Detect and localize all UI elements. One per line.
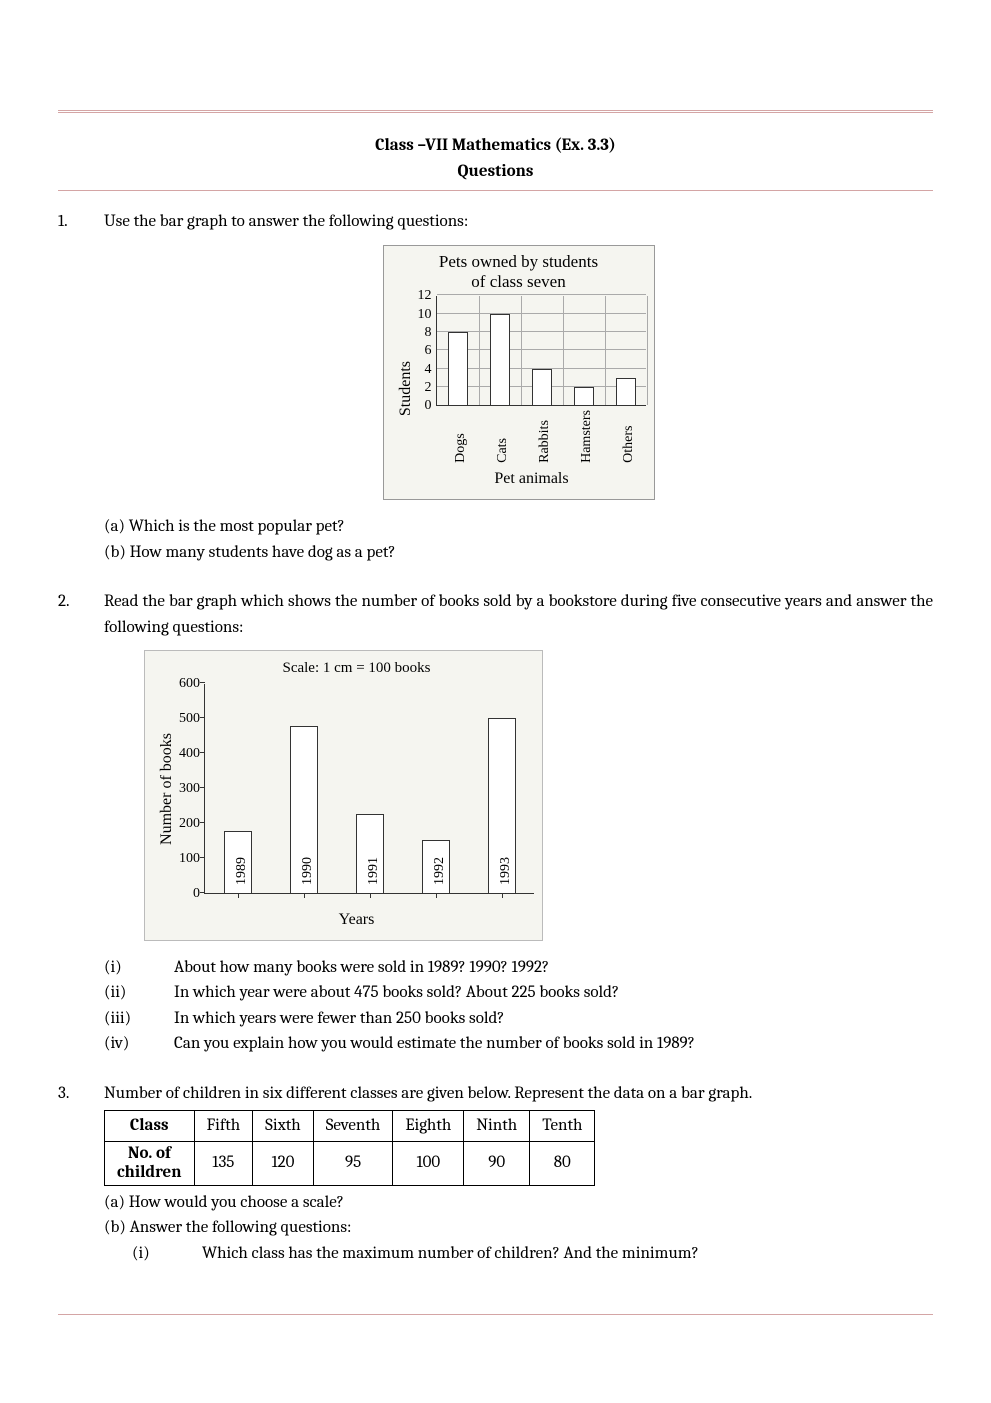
footer-divider [58, 1314, 933, 1315]
q3-col-header: Sixth [253, 1111, 314, 1142]
q2-number: 2. [58, 589, 104, 1057]
q3-cell: 80 [530, 1141, 595, 1185]
q3-table: ClassFifthSixthSeventhEighthNinthTenth N… [104, 1110, 595, 1186]
q2-chart: Number of books Scale: 1 cm = 100 books … [144, 650, 543, 941]
q2-sub-text: In which year were about 475 books sold?… [174, 980, 619, 1006]
q1-xtick: Cats [492, 410, 506, 463]
q2-ylabel: Number of books [153, 733, 179, 855]
q1-chart-title-l2: of class seven [471, 272, 565, 291]
q3-cell: 90 [464, 1141, 530, 1185]
question-1: 1. Use the bar graph to answer the follo… [58, 209, 933, 565]
q1-plot-area [436, 296, 646, 406]
q2-plot-area: 1989 1990 1991 1992 1993 [204, 684, 534, 894]
q3-table-rh1: Class [105, 1111, 195, 1142]
q2-bar-label: 1991 [363, 857, 384, 885]
q1-chart: Pets owned by students of class seven St… [383, 245, 655, 501]
q3-cell: 95 [313, 1141, 393, 1185]
q1-chart-title-l1: Pets owned by students [439, 252, 598, 271]
q2-xlabel: Years [179, 908, 534, 932]
q1-bar [532, 369, 552, 406]
question-2: 2. Read the bar graph which shows the nu… [58, 589, 933, 1057]
q3-col-header: Seventh [313, 1111, 393, 1142]
q1-sub-b: (b) How many students have dog as a pet? [104, 540, 933, 566]
q1-xlabel: Pet animals [418, 467, 646, 491]
q2-bar-label: 1992 [429, 857, 450, 885]
q1-ylabel: Students [392, 361, 418, 426]
q2-sub-marker: (iii) [104, 1006, 174, 1032]
q1-bar [490, 314, 510, 406]
q2-yticks: 6005004003002001000 [179, 684, 204, 894]
q2-bar-label: 1993 [495, 857, 516, 885]
q3-number: 3. [58, 1081, 104, 1267]
q3-sub-b: (b) Answer the following questions: [104, 1215, 933, 1241]
q2-sub-marker: (iv) [104, 1031, 174, 1057]
q1-yticks: 121086420 [418, 296, 436, 406]
q3-cell: 135 [194, 1141, 253, 1185]
q2-sub-text: In which years were fewer than 250 books… [174, 1006, 504, 1032]
q1-number: 1. [58, 209, 104, 565]
q1-bar [448, 332, 468, 405]
q2-scale: Scale: 1 cm = 100 books [179, 657, 534, 680]
q1-xtick: Dogs [450, 410, 464, 463]
q3-sub-b-i-marker: (i) [132, 1241, 202, 1267]
q3-col-header: Eighth [393, 1111, 464, 1142]
q3-text: Number of children in six different clas… [104, 1081, 933, 1107]
q2-sub-marker: (ii) [104, 980, 174, 1006]
q2-bar-label: 1989 [231, 857, 252, 885]
q2-bar-label: 1990 [297, 857, 318, 885]
q3-cell: 100 [393, 1141, 464, 1185]
q3-col-header: Fifth [194, 1111, 253, 1142]
q2-text: Read the bar graph which shows the numbe… [104, 589, 933, 640]
q2-sub-marker: (i) [104, 955, 174, 981]
q3-sub-b-i-text: Which class has the maximum number of ch… [202, 1241, 699, 1267]
q3-col-header: Tenth [530, 1111, 595, 1142]
page-title-line2: Questions [58, 159, 933, 185]
q1-text: Use the bar graph to answer the followin… [104, 209, 933, 235]
q3-cell: 120 [253, 1141, 314, 1185]
question-3: 3. Number of children in six different c… [58, 1081, 933, 1267]
q3-table-rh2: No. ofchildren [105, 1141, 195, 1185]
top-divider [58, 110, 933, 113]
q2-sublist: (i)About how many books were sold in 198… [104, 955, 933, 1057]
q1-xticks: Dogs Cats Rabbits Hamsters Others [436, 406, 646, 463]
page-title-line1: Class –VII Mathematics (Ex. 3.3) [58, 133, 933, 159]
q1-xtick: Others [618, 410, 632, 463]
q2-sub-text: Can you explain how you would estimate t… [174, 1031, 695, 1057]
q3-sub-a: (a) How would you choose a scale? [104, 1190, 933, 1216]
q1-sub-a: (a) Which is the most popular pet? [104, 514, 933, 540]
q1-bar [574, 387, 594, 405]
q1-bar [616, 378, 636, 406]
q3-col-header: Ninth [464, 1111, 530, 1142]
header-underline [58, 190, 933, 191]
q1-xtick: Hamsters [576, 410, 590, 463]
q2-sub-text: About how many books were sold in 1989? … [174, 955, 549, 981]
q1-xtick: Rabbits [534, 410, 548, 463]
